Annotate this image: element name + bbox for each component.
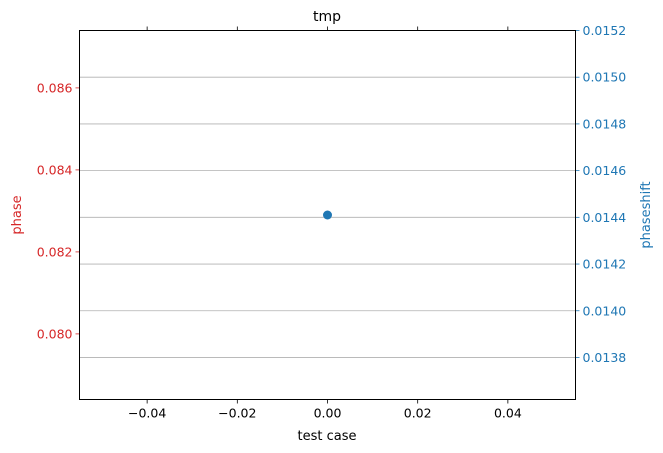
x-tick-label: 0.00 (314, 406, 342, 421)
left-tick-label: 0.080 (37, 326, 73, 341)
left-tick-label: 0.084 (37, 162, 73, 177)
left-tick-label: 0.082 (37, 244, 73, 259)
right-tick-label: 0.0144 (583, 210, 627, 225)
x-axis-label: test case (298, 429, 357, 444)
left-axis-ticks: 0.080 0.082 0.084 0.086 (37, 80, 80, 341)
right-axis-ticks: 0.0138 0.0140 0.0142 0.0144 0.0146 0.0148 0.01… (575, 23, 627, 365)
right-tick-label: 0.0152 (583, 23, 627, 38)
right-tick-label: 0.0140 (583, 303, 627, 318)
grid-lines (79, 76, 576, 358)
right-tick-label: 0.0148 (583, 116, 627, 131)
x-tick-label: 0.04 (494, 406, 522, 421)
right-tick-label: 0.0138 (583, 350, 627, 365)
x-tick-label: 0.02 (404, 406, 432, 421)
right-tick-label: 0.0142 (583, 257, 627, 272)
right-axis-label: phaseshift (639, 181, 654, 248)
x-tick-label: −0.04 (128, 406, 166, 421)
data-point (323, 210, 332, 220)
left-axis-label: phase (10, 195, 25, 234)
data-points (323, 210, 332, 220)
right-tick-label: 0.0146 (583, 163, 627, 178)
x-axis-ticks: −0.04 −0.02 0.00 0.02 0.04 (128, 26, 522, 421)
left-tick-label: 0.086 (37, 80, 73, 95)
plot-frame (79, 30, 576, 400)
x-tick-label: −0.02 (218, 406, 256, 421)
right-tick-label: 0.0150 (583, 70, 627, 85)
chart-title: tmp (313, 9, 341, 25)
